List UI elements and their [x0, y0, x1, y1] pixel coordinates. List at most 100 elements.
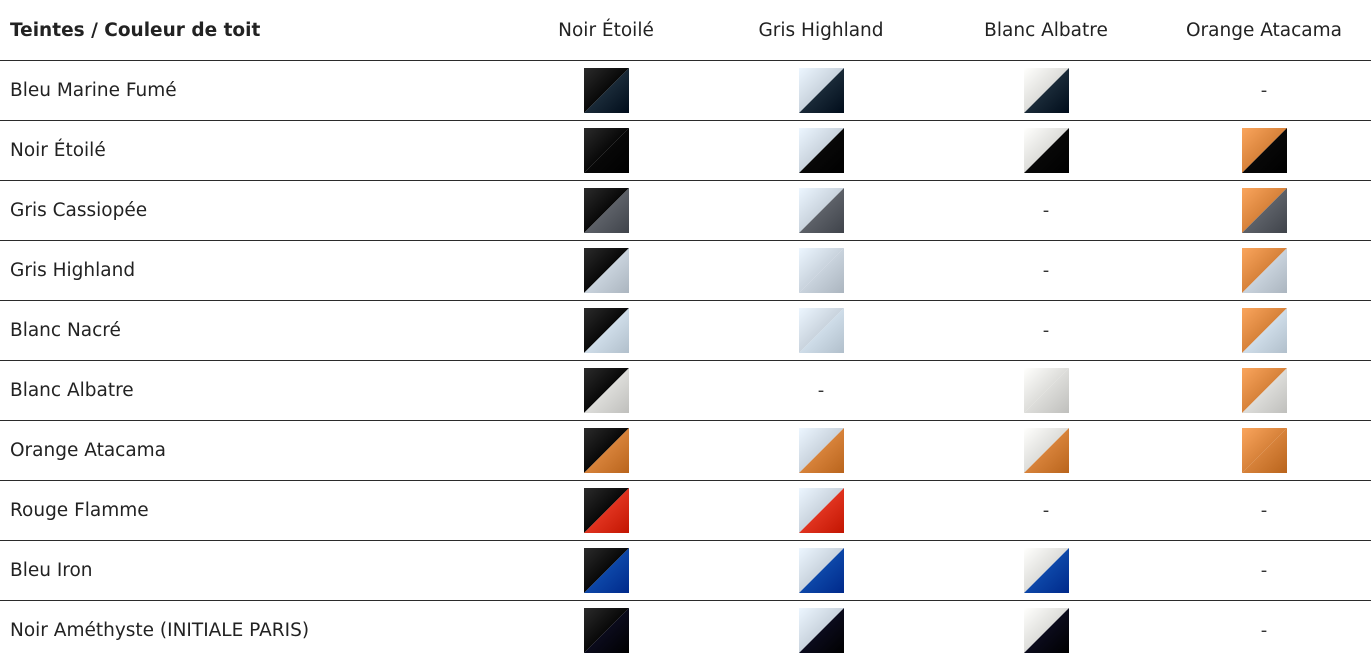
combination-cell — [707, 601, 935, 660]
combination-cell — [1157, 361, 1371, 421]
color-swatch — [584, 128, 629, 173]
unavailable-mark: - — [1261, 80, 1268, 101]
combination-cell: - — [1157, 601, 1371, 660]
combination-cell: - — [935, 181, 1157, 241]
color-swatch — [584, 68, 629, 113]
combination-cell — [505, 481, 707, 541]
color-swatch — [1242, 248, 1287, 293]
combination-cell — [1157, 421, 1371, 481]
combination-cell — [707, 301, 935, 361]
combination-cell — [505, 61, 707, 121]
color-swatch — [1024, 428, 1069, 473]
combination-cell: - — [1157, 481, 1371, 541]
combination-cell — [505, 241, 707, 301]
combination-cell — [935, 61, 1157, 121]
row-label: Gris Cassiopée — [0, 181, 505, 241]
combination-cell — [707, 121, 935, 181]
unavailable-mark: - — [1043, 200, 1050, 221]
color-swatch — [799, 248, 844, 293]
color-swatch — [1024, 368, 1069, 413]
table-row: Blanc Nacré - — [0, 301, 1371, 361]
table-row: Noir Améthyste (INITIALE PARIS) - — [0, 601, 1371, 660]
combination-cell — [505, 541, 707, 601]
table-row: Gris Highland - — [0, 241, 1371, 301]
color-swatch — [1242, 308, 1287, 353]
header-row: Teintes / Couleur de toit Noir Étoilé Gr… — [0, 0, 1371, 61]
combination-cell — [707, 541, 935, 601]
combination-cell: - — [1157, 61, 1371, 121]
unavailable-mark: - — [818, 380, 825, 401]
row-label: Rouge Flamme — [0, 481, 505, 541]
row-label: Bleu Marine Fumé — [0, 61, 505, 121]
row-label: Gris Highland — [0, 241, 505, 301]
combination-cell — [505, 121, 707, 181]
color-swatch — [799, 548, 844, 593]
color-swatch — [584, 428, 629, 473]
combination-cell: - — [935, 481, 1157, 541]
color-swatch — [584, 488, 629, 533]
combination-cell: - — [935, 301, 1157, 361]
color-swatch — [799, 608, 844, 653]
table-row: Rouge Flamme - - — [0, 481, 1371, 541]
combination-cell: - — [1157, 541, 1371, 601]
combination-cell — [935, 121, 1157, 181]
table-row: Noir Étoilé — [0, 121, 1371, 181]
color-swatch — [799, 128, 844, 173]
table-row: Bleu Iron - — [0, 541, 1371, 601]
header-label: Teintes / Couleur de toit — [0, 0, 505, 61]
combination-cell — [505, 361, 707, 421]
color-swatch — [799, 428, 844, 473]
color-swatch — [584, 548, 629, 593]
combination-cell — [1157, 121, 1371, 181]
row-label: Noir Améthyste (INITIALE PARIS) — [0, 601, 505, 660]
table-row: Orange Atacama — [0, 421, 1371, 481]
row-label: Orange Atacama — [0, 421, 505, 481]
color-swatch — [799, 488, 844, 533]
color-swatch — [1024, 548, 1069, 593]
unavailable-mark: - — [1261, 620, 1268, 641]
unavailable-mark: - — [1043, 320, 1050, 341]
combination-cell — [505, 601, 707, 660]
combination-cell — [1157, 241, 1371, 301]
table-row: Bleu Marine Fumé - — [0, 61, 1371, 121]
color-swatch — [1024, 68, 1069, 113]
row-label: Blanc Nacré — [0, 301, 505, 361]
color-swatch — [799, 308, 844, 353]
combination-cell: - — [935, 241, 1157, 301]
column-header: Orange Atacama — [1157, 0, 1371, 61]
color-swatch — [584, 308, 629, 353]
color-swatch — [799, 188, 844, 233]
combination-cell — [935, 601, 1157, 660]
color-swatch — [584, 608, 629, 653]
color-swatch — [1242, 428, 1287, 473]
color-swatch — [1242, 188, 1287, 233]
combination-cell — [1157, 181, 1371, 241]
combination-cell — [505, 301, 707, 361]
combination-cell — [707, 481, 935, 541]
combination-cell — [707, 181, 935, 241]
color-swatch — [1242, 368, 1287, 413]
combination-cell — [505, 181, 707, 241]
table-row: Gris Cassiopée - — [0, 181, 1371, 241]
row-label: Blanc Albatre — [0, 361, 505, 421]
unavailable-mark: - — [1043, 260, 1050, 281]
combination-cell — [935, 361, 1157, 421]
column-header: Blanc Albatre — [935, 0, 1157, 61]
combination-cell — [707, 61, 935, 121]
combination-cell — [935, 421, 1157, 481]
combination-cell — [1157, 301, 1371, 361]
unavailable-mark: - — [1043, 500, 1050, 521]
combination-cell — [505, 421, 707, 481]
row-label: Bleu Iron — [0, 541, 505, 601]
color-swatch — [584, 248, 629, 293]
color-swatch — [1242, 128, 1287, 173]
column-header: Gris Highland — [707, 0, 935, 61]
row-label: Noir Étoilé — [0, 121, 505, 181]
combination-cell — [707, 241, 935, 301]
unavailable-mark: - — [1261, 560, 1268, 581]
combination-cell — [707, 421, 935, 481]
color-swatch — [584, 188, 629, 233]
color-swatch — [584, 368, 629, 413]
color-swatch — [799, 68, 844, 113]
